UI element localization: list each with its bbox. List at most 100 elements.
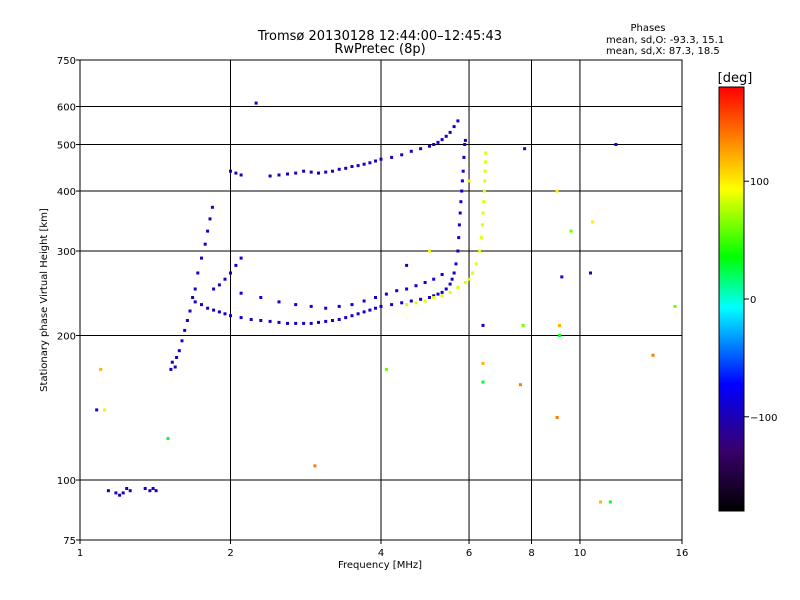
colorbar-tick-label-2: −100 [750, 413, 777, 424]
data-point-s4-6 [456, 285, 460, 289]
data-point-s0-43 [379, 304, 383, 308]
data-point-s0-6 [183, 328, 187, 332]
data-point-s4-15 [482, 200, 486, 204]
data-point-s4-3 [432, 296, 436, 299]
data-point-s5-1 [103, 408, 107, 412]
data-point-s0-18 [200, 303, 203, 307]
data-point-s4-20 [484, 151, 488, 155]
data-point-s0-50 [436, 292, 440, 296]
data-point-s0-41 [368, 308, 372, 312]
phase-o-stats: mean, sd,O: -93.3, 15.1 [606, 35, 724, 46]
y-tick-label-300: 300 [57, 247, 76, 258]
data-point-s5-8 [428, 249, 431, 253]
data-point-s3-8 [151, 487, 155, 490]
data-point-s0-69 [223, 277, 227, 281]
data-point-s0-14 [206, 229, 210, 233]
data-point-s1-21 [400, 153, 404, 157]
data-point-s1-8 [309, 170, 313, 174]
data-point-s0-4 [177, 349, 181, 353]
data-point-s0-34 [324, 319, 328, 323]
colorbar-label: [deg] [718, 71, 753, 86]
data-point-s0-70 [229, 271, 232, 275]
data-point-s0-60 [458, 211, 462, 215]
data-point-s2-8 [362, 299, 366, 303]
data-point-s0-67 [212, 287, 216, 291]
data-point-s0-57 [456, 249, 460, 253]
data-point-s2-12 [405, 287, 409, 291]
data-point-s3-4 [125, 487, 129, 490]
phase-x-stats: mean, sd,X: 87.3, 18.5 [606, 46, 720, 57]
chart-subtitle: RwPretec (8p) [334, 42, 425, 57]
data-point-s2-5 [324, 306, 328, 310]
data-point-s5-15 [555, 189, 559, 193]
y-axis-label: Stationary phase Virtual Height [km] [39, 208, 50, 392]
data-point-s4-17 [483, 179, 487, 183]
data-point-s0-20 [212, 308, 216, 312]
data-point-s1-18 [374, 159, 377, 163]
data-point-s5-25 [614, 143, 618, 146]
y-tick-label-750: 750 [57, 56, 76, 67]
data-point-s2-15 [432, 277, 436, 281]
data-point-s1-29 [448, 130, 452, 134]
data-point-s2-11 [395, 289, 399, 293]
data-point-s5-17 [558, 334, 561, 337]
data-point-s4-16 [482, 189, 486, 193]
x-tick-label-8: 8 [528, 548, 534, 559]
data-point-s0-32 [309, 321, 313, 325]
colorbar-tick-label-0: 100 [750, 177, 769, 188]
data-point-s1-9 [317, 171, 320, 175]
data-point-s1-28 [444, 134, 448, 138]
data-point-s0-16 [210, 205, 214, 209]
data-point-s1-25 [432, 143, 436, 146]
data-point-s0-63 [460, 179, 464, 183]
data-point-s5-12 [518, 383, 522, 387]
data-point-s2-16 [440, 273, 444, 276]
y-tick-label-200: 200 [57, 332, 76, 343]
data-point-s0-26 [259, 319, 263, 322]
data-point-s0-42 [374, 306, 377, 310]
data-point-s5-26 [651, 353, 655, 357]
data-point-s5-16 [558, 323, 561, 327]
data-point-s1-5 [286, 172, 289, 176]
data-point-s0-56 [454, 262, 458, 266]
data-point-s0-47 [419, 297, 423, 301]
data-point-s5-19 [555, 416, 559, 419]
data-point-s5-23 [599, 500, 603, 504]
data-point-s3-3 [121, 491, 125, 495]
data-point-s0-64 [461, 169, 465, 173]
data-point-s4-4 [440, 294, 444, 298]
data-point-s0-65 [462, 155, 466, 159]
data-point-s2-0 [239, 291, 243, 295]
data-point-s0-22 [223, 312, 227, 316]
data-point-s0-59 [457, 223, 461, 227]
data-point-s2-10 [384, 292, 388, 296]
data-point-s1-10 [324, 170, 328, 174]
phase-heading: Phases [630, 23, 665, 34]
data-point-s5-3 [166, 437, 170, 441]
data-point-s0-53 [448, 282, 452, 286]
data-point-s1-16 [362, 162, 366, 166]
data-point-s0-31 [302, 321, 306, 325]
data-point-s0-24 [239, 316, 243, 320]
data-point-s5-28 [463, 138, 467, 142]
data-point-s0-12 [200, 256, 203, 260]
data-point-s0-38 [350, 314, 354, 318]
data-point-s0-17 [193, 300, 197, 304]
data-point-s0-58 [457, 236, 461, 240]
data-point-s0-44 [390, 303, 394, 307]
data-point-s1-19 [379, 157, 383, 161]
data-point-s2-9 [374, 296, 377, 299]
data-point-s1-30 [452, 125, 456, 129]
data-point-s5-13 [521, 323, 525, 327]
data-point-s0-35 [331, 319, 334, 322]
data-point-s5-14 [523, 147, 527, 151]
data-point-s1-15 [356, 164, 360, 168]
data-point-s4-19 [483, 160, 487, 164]
data-points [95, 101, 677, 504]
colorbar-tick-label-1: 0 [750, 295, 756, 306]
data-point-s5-24 [608, 500, 612, 504]
data-point-s0-25 [249, 318, 253, 321]
data-point-s0-40 [362, 310, 366, 314]
data-point-s4-0 [405, 303, 409, 307]
data-point-s5-7 [405, 263, 409, 267]
